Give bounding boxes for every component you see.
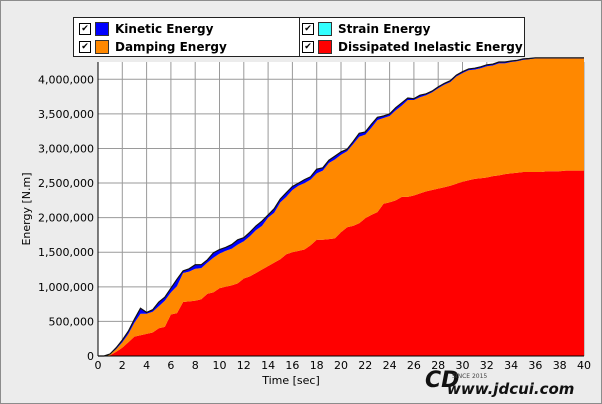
x-tick-label: 4 [143, 359, 150, 372]
y-tick-label: 1,500,000 [38, 246, 94, 259]
x-tick-label: 18 [310, 359, 324, 372]
y-tick-label: 2,000,000 [38, 212, 94, 225]
x-tick-label: 36 [528, 359, 542, 372]
x-tick-label: 32 [480, 359, 494, 372]
legend-swatch-dissipated [318, 39, 332, 54]
total-energy-outline [98, 57, 584, 357]
y-tick-label: 0 [87, 350, 94, 363]
x-tick-label: 6 [167, 359, 174, 372]
x-tick-label: 16 [285, 359, 299, 372]
checkbox-icon[interactable]: ✔ [79, 22, 91, 35]
x-tick-label: 0 [95, 359, 102, 372]
checkbox-icon[interactable]: ✔ [79, 40, 91, 53]
y-tick-label: 1,000,000 [38, 281, 94, 294]
x-tick-label: 24 [383, 359, 397, 372]
watermark-since: SINCE 2015 [452, 373, 488, 380]
y-tick-label: 2,500,000 [38, 177, 94, 190]
y-tick-label: 3,000,000 [38, 142, 94, 155]
legend: ✔ Kinetic Energy ✔ Damping Energy ✔ Stra… [73, 17, 525, 57]
legend-item-strain[interactable]: ✔ Strain Energy [302, 20, 430, 37]
legend-item-damping[interactable]: ✔ Damping Energy [79, 38, 227, 55]
x-tick-label: 30 [456, 359, 470, 372]
x-tick-label: 40 [577, 359, 591, 372]
x-tick-label: 8 [192, 359, 199, 372]
legend-label: Kinetic Energy [115, 21, 214, 36]
legend-item-kinetic[interactable]: ✔ Kinetic Energy [79, 20, 213, 37]
y-tick-label: 3,500,000 [38, 108, 94, 121]
x-tick-label: 34 [504, 359, 518, 372]
x-tick-label: 26 [407, 359, 421, 372]
legend-item-dissipated[interactable]: ✔ Dissipated Inelastic Energy [302, 38, 523, 55]
x-tick-label: 2 [119, 359, 126, 372]
x-tick-label: 12 [237, 359, 251, 372]
y-tick-label: 500,000 [49, 315, 95, 328]
watermark-logo: CD [425, 368, 460, 393]
y-axis-label: Energy [N.m] [20, 172, 33, 245]
y-tick-label: 4,000,000 [38, 73, 94, 86]
legend-swatch-strain [318, 21, 332, 36]
x-tick-label: 28 [431, 359, 445, 372]
x-tick-label: 14 [261, 359, 275, 372]
legend-swatch-kinetic [95, 21, 109, 36]
legend-swatch-damping [95, 39, 109, 54]
x-tick-label: 10 [213, 359, 227, 372]
x-tick-label: 22 [358, 359, 372, 372]
legend-divider [299, 18, 300, 56]
x-tick-label: 38 [553, 359, 567, 372]
watermark-url: www.jdcui.com [447, 380, 575, 398]
area-dissipated-inelastic-energy [98, 170, 584, 356]
legend-label: Strain Energy [338, 21, 431, 36]
x-axis-label: Time [sec] [261, 374, 320, 387]
checkbox-icon[interactable]: ✔ [302, 22, 314, 35]
x-tick-label: 20 [334, 359, 348, 372]
legend-label: Dissipated Inelastic Energy [338, 39, 523, 54]
legend-label: Damping Energy [115, 39, 227, 54]
area-damping-energy [98, 58, 584, 356]
checkbox-icon[interactable]: ✔ [302, 40, 314, 53]
